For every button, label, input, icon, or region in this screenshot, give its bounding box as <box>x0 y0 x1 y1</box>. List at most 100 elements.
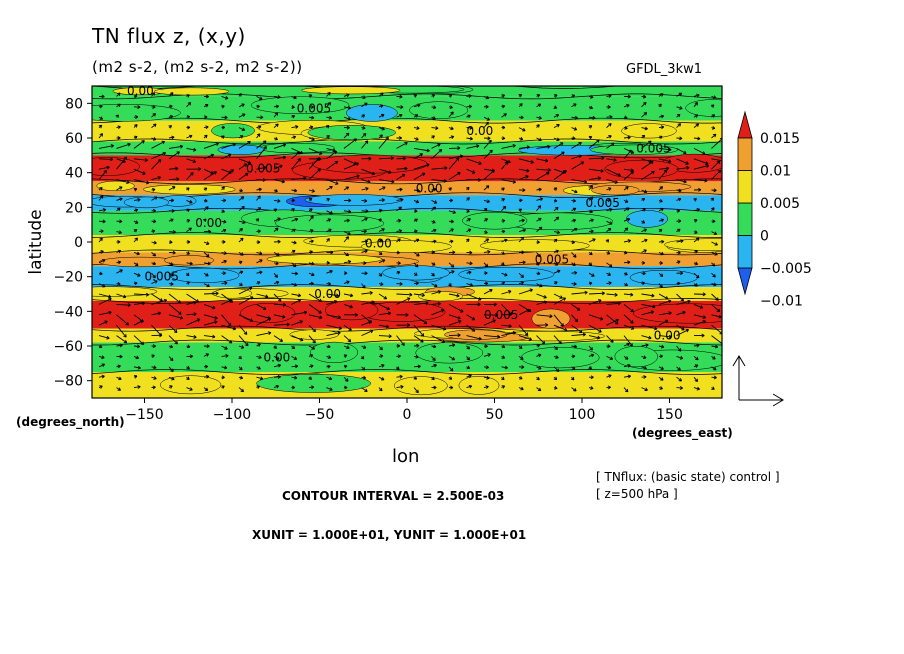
flux-vector-head <box>630 150 635 154</box>
flux-vector <box>396 167 408 170</box>
flux-vector-head <box>554 262 559 266</box>
flux-vector-head <box>206 283 210 288</box>
flux-vector-head <box>645 343 649 348</box>
flux-vector-head <box>415 238 420 243</box>
flux-vector-head <box>250 296 254 300</box>
flux-vector-head <box>504 272 508 277</box>
flux-vector-head <box>101 355 105 360</box>
flux-vector-head <box>685 161 689 165</box>
flux-vector-head <box>677 228 681 233</box>
flux-vector-head <box>186 344 191 349</box>
flux-vector-head <box>396 250 400 255</box>
flux-vector <box>361 283 366 289</box>
flux-vector-head <box>576 307 581 311</box>
flux-vector-head <box>259 376 264 381</box>
flux-vector-head <box>310 385 315 390</box>
flux-vector-head <box>381 113 385 118</box>
flux-vector-head <box>451 356 456 361</box>
flux-vector <box>116 186 123 191</box>
flux-vector-head <box>697 136 701 141</box>
flux-vector-head <box>504 365 508 370</box>
flux-vector-head <box>599 316 604 321</box>
contour-line <box>92 369 722 375</box>
flux-vector <box>606 135 612 139</box>
flux-vector-head <box>399 113 403 118</box>
flux-vector-head <box>654 326 658 331</box>
flux-vector-head <box>144 158 148 162</box>
field-patch <box>633 303 722 324</box>
flux-vector <box>256 332 272 337</box>
flux-vector-head <box>345 186 350 190</box>
flux-vector <box>343 158 357 165</box>
flux-vector <box>361 199 367 202</box>
flux-vector <box>676 355 683 359</box>
flux-vector-head <box>203 218 207 222</box>
flux-vector-head <box>242 113 246 117</box>
flux-vector <box>238 163 248 170</box>
flux-vector <box>291 126 299 129</box>
flux-vector-head <box>222 271 226 276</box>
flux-vector <box>431 324 447 330</box>
flux-vector-head <box>212 305 216 310</box>
flux-vector <box>343 261 351 264</box>
flux-vector <box>168 231 176 233</box>
flux-vector-head <box>283 302 287 307</box>
flux-vector <box>658 147 672 151</box>
flux-vector-head <box>329 185 333 190</box>
flux-vector-head <box>536 343 541 348</box>
flux-vector-head <box>471 328 476 332</box>
flux-vector-head <box>502 229 506 234</box>
flux-vector <box>98 298 112 305</box>
flux-vector-head <box>526 145 530 150</box>
flux-vector-head <box>328 376 333 381</box>
flux-vector <box>641 311 654 316</box>
flux-vector-head <box>492 319 496 323</box>
flux-vector-head <box>698 187 702 192</box>
flux-vector <box>641 127 648 130</box>
flux-vector <box>676 376 682 382</box>
flux-vector-head <box>179 144 184 149</box>
flux-vector-head <box>134 220 139 224</box>
flux-vector-head <box>214 316 218 320</box>
flux-vector-head <box>326 238 330 242</box>
flux-vector-head <box>179 315 184 320</box>
flux-vector-head <box>426 148 430 153</box>
field-patch <box>250 96 350 114</box>
flux-vector <box>116 156 128 170</box>
flux-vector-head <box>501 251 505 255</box>
flux-vector-head <box>526 308 530 313</box>
flux-vector-head <box>223 259 227 264</box>
flux-vector <box>518 175 529 181</box>
flux-vector <box>606 355 613 360</box>
flux-vector-head <box>381 259 386 263</box>
flux-vector-head <box>528 337 532 341</box>
flux-vector <box>711 324 722 335</box>
flux-vector <box>606 179 618 184</box>
flux-vector-head <box>457 146 461 151</box>
flux-vector <box>431 127 439 129</box>
flux-vector-head <box>452 210 456 214</box>
flux-vector <box>588 139 600 149</box>
flux-vector <box>203 335 216 338</box>
flux-vector-head <box>450 126 454 131</box>
flux-vector <box>588 116 596 119</box>
flux-vector-head <box>240 252 244 256</box>
flux-vector <box>168 356 174 362</box>
flux-vector <box>536 158 549 162</box>
flux-vector <box>361 168 375 175</box>
flux-vector-head <box>713 188 717 193</box>
flux-vector <box>448 356 455 361</box>
flux-vector <box>676 148 687 154</box>
flux-vector <box>133 366 141 369</box>
flux-vector-head <box>225 354 229 358</box>
flux-vector-head <box>643 189 648 194</box>
flux-vector-head <box>363 229 367 234</box>
flux-vector <box>588 345 593 351</box>
flux-vector <box>711 314 722 318</box>
flux-vector <box>273 272 278 278</box>
flux-vector-head <box>327 281 332 286</box>
flux-vector-head <box>102 219 106 224</box>
field-patch <box>143 184 236 195</box>
flux-vector-head <box>508 324 512 328</box>
flux-vector <box>396 95 403 98</box>
